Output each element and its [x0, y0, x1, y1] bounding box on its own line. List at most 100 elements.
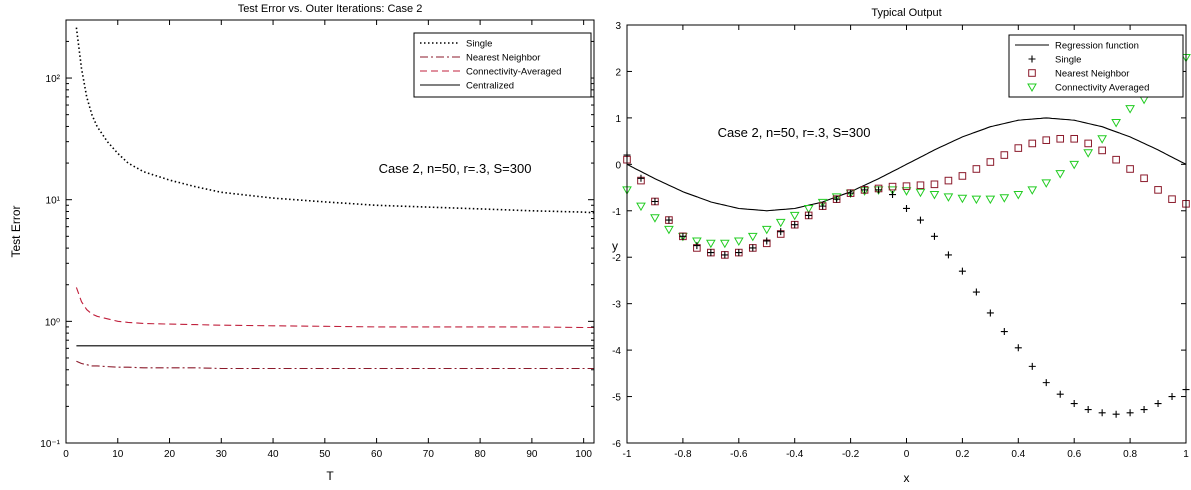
right-series-2-point: [999, 194, 1010, 203]
left-xtick-label: 100: [575, 449, 592, 460]
right-ytick-label: 2: [615, 67, 621, 78]
right-series-2-point: [1055, 170, 1066, 179]
right-x-axis-label: x: [904, 471, 910, 485]
right-series-1-point: [1126, 165, 1134, 173]
left-chart-title: Test Error vs. Outer Iterations: Case 2: [238, 3, 423, 15]
left-xtick-label: 20: [164, 449, 176, 460]
right-series-2-point: [901, 187, 912, 196]
right-series-2-point: [943, 193, 954, 202]
right-series-0-point: [1014, 344, 1022, 352]
right-series-2-point: [929, 191, 940, 200]
right-legend-label: Regression function: [1055, 41, 1139, 52]
right-series-2-point: [1027, 186, 1038, 195]
left-series-1-line: [76, 360, 594, 370]
right-series-1-point: [1056, 134, 1065, 143]
right-series-0-point: [1140, 406, 1148, 414]
left-xtick-label: 50: [319, 449, 331, 460]
right-series-2-point: [985, 195, 996, 205]
right-series-2-point: [775, 218, 786, 228]
right-series-0-point: [916, 216, 924, 224]
right-series-1-point: [986, 158, 995, 166]
right-series-0-point: [693, 242, 701, 250]
left-xtick-label: 70: [423, 449, 435, 460]
right-series-2-point: [1125, 105, 1135, 114]
right-series-0-point: [707, 249, 715, 257]
left-legend-label: Nearest Neighbor: [466, 53, 540, 64]
left-xtick-label: 60: [371, 449, 383, 460]
right-y-axis-label: y: [612, 239, 618, 253]
right-series-0-point: [1084, 406, 1092, 414]
right-series-0-point: [944, 251, 952, 259]
right-series-0-point: [1028, 362, 1036, 370]
right-series-0-point: [889, 191, 897, 199]
right-series-2-point: [789, 211, 800, 221]
right-series-0-point: [763, 237, 771, 245]
left-xtick-label: 30: [216, 449, 228, 460]
right-series-2-point: [971, 195, 982, 205]
left-ytick-label: 10¹: [46, 196, 61, 207]
right-annotation: Case 2, n=50, r=.3, S=300: [718, 125, 871, 140]
right-series-2-point: [803, 204, 814, 214]
right-series-0-point: [958, 267, 966, 275]
right-series-2-point: [636, 202, 646, 212]
right-legend-label: Nearest Neighbor: [1055, 69, 1129, 80]
right-chart-title: Typical Output: [871, 7, 941, 19]
right-series-0-point: [930, 232, 938, 240]
left-annotation: Case 2, n=50, r=.3, S=300: [379, 161, 532, 176]
right-series-1-point: [888, 182, 897, 191]
right-series-0-point: [986, 309, 994, 317]
right-xtick-label: -0.2: [842, 449, 860, 460]
right-series-0-point: [875, 186, 883, 194]
right-series-0-point: [819, 202, 827, 210]
right-series-0-point: [721, 251, 729, 259]
right-legend-label: Single: [1055, 55, 1081, 66]
right-ytick-label: 3: [615, 21, 621, 32]
right-series-1-point: [1098, 146, 1106, 155]
right-xtick-label: 0.4: [1011, 449, 1025, 460]
right-series-0-point: [972, 288, 980, 296]
right-series-1-point: [1112, 155, 1120, 164]
left-ytick-label: 10²: [46, 74, 61, 85]
left-plot-frame: [65, 19, 595, 444]
right-series-2-point: [719, 239, 730, 249]
right-series-0-point: [1126, 409, 1134, 417]
left-xtick-label: 0: [63, 449, 69, 460]
regression-function-line: [627, 117, 1186, 212]
right-series-2-point: [733, 237, 744, 246]
left-y-axis-label: Test Error: [9, 205, 23, 257]
left-legend-label: Centralized: [466, 81, 514, 92]
right-series-1-point: [1042, 136, 1051, 144]
right-series-1-point: [930, 180, 939, 189]
right-xtick-label: 0.2: [955, 449, 969, 460]
right-ytick-label: -6: [612, 439, 621, 450]
right-series-1-point: [902, 182, 911, 190]
right-series-1-point: [1028, 139, 1037, 148]
right-ytick-label: 0: [615, 160, 621, 171]
right-series-1-point: [972, 165, 981, 173]
right-xtick-label: 1: [1183, 449, 1189, 460]
left-legend-label: Connectivity-Averaged: [466, 67, 561, 78]
right-series-0-point: [805, 211, 813, 219]
right-series-1-point: [1084, 139, 1092, 148]
right-series-0-point: [1042, 379, 1050, 387]
right-series-1-point: [958, 172, 967, 180]
right-series-0-point: [749, 244, 757, 252]
right-series-0-point: [665, 216, 673, 224]
right-series-0-point: [861, 186, 869, 194]
right-ytick-label: -1: [612, 207, 621, 218]
right-ytick-label: -5: [612, 393, 621, 404]
right-series-2-point: [1041, 179, 1052, 188]
right-series-1-point: [916, 181, 925, 190]
right-legend-swatch: [1028, 69, 1036, 77]
right-series-1-point: [1154, 186, 1162, 194]
right-series-0-point: [1056, 390, 1064, 398]
right-series-2-point: [650, 214, 660, 223]
right-series-0-point: [777, 228, 785, 236]
right-xtick-label: 0.8: [1123, 449, 1137, 460]
right-series-0-point: [1070, 400, 1078, 408]
right-series-2-point: [1097, 135, 1108, 144]
right-legend-label: Connectivity Averaged: [1055, 83, 1149, 94]
right-xtick-label: -1: [623, 449, 632, 460]
right-series-2-point: [692, 237, 702, 246]
